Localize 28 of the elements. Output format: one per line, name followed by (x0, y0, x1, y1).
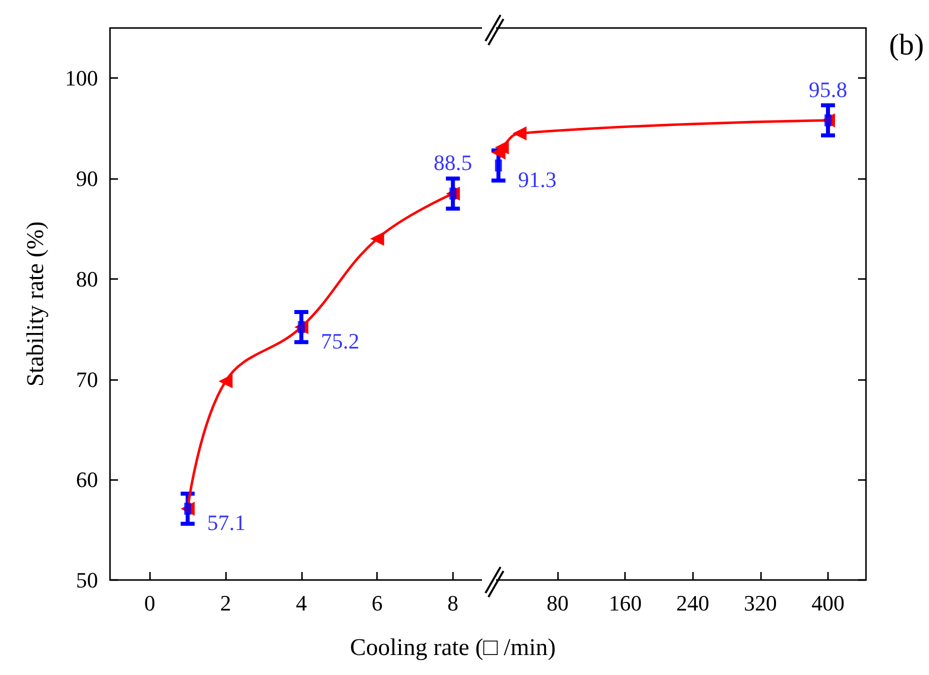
x-tick-label: 80 (546, 590, 569, 616)
point (370, 232, 384, 246)
y-tick-label: 90 (76, 166, 98, 192)
x-tick-label: 400 (811, 590, 844, 616)
x-tick-label: 6 (372, 590, 383, 616)
x-tick-label: 160 (608, 590, 642, 616)
text: (b) (889, 28, 924, 62)
y-tick-label: 60 (76, 467, 98, 492)
x-tick-label: 320 (744, 590, 777, 616)
y-axis-title: Stability rate (%) (23, 221, 49, 387)
y-tick-label: 80 (76, 266, 98, 292)
data-label: 91.3 (518, 167, 556, 192)
y-tick-label: 100 (65, 66, 98, 91)
data-label: 95.8 (808, 76, 848, 102)
point (494, 140, 509, 154)
x-tick-label: 0 (144, 590, 156, 616)
data-label: 75.2 (320, 328, 360, 354)
x-tick-label: 240 (676, 590, 710, 616)
y-tick-label: 50 (76, 568, 98, 592)
data-label: 57.1 (207, 510, 246, 536)
x-tick-label: 8 (447, 590, 458, 616)
data-label: 88.5 (434, 150, 472, 176)
x-tick-label: 2 (220, 590, 232, 616)
point (512, 126, 527, 140)
x-tick-label: 4 (296, 590, 307, 616)
x-axis-title: Cooling rate (□ /min) (350, 635, 556, 661)
y-tick-label: 70 (76, 366, 98, 392)
point (218, 374, 233, 388)
